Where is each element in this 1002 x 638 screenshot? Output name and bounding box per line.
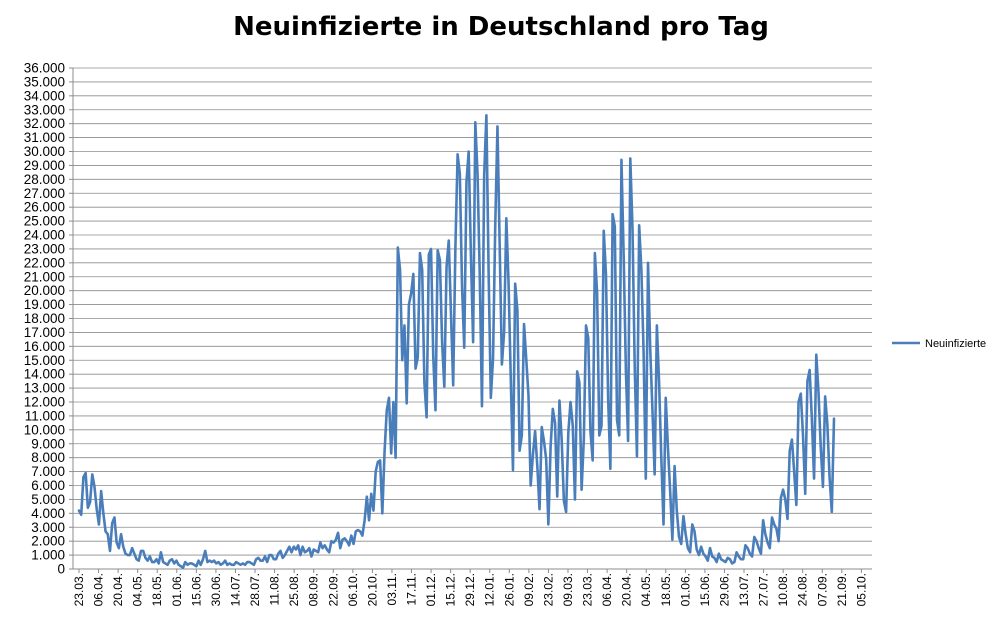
y-tick-label: 15.000	[24, 353, 65, 368]
y-tick-label: 28.000	[24, 172, 65, 187]
y-tick-label: 30.000	[24, 144, 65, 159]
x-tick-label: 18.05.	[150, 573, 164, 606]
x-tick-label: 07.09.	[815, 573, 829, 606]
y-tick-label: 10.000	[24, 422, 65, 437]
y-tick-label: 0	[57, 562, 65, 577]
x-tick-label: 09.02.	[522, 573, 536, 606]
x-tick-label: 01.06.	[170, 573, 184, 606]
x-tick-label: 18.05.	[659, 573, 673, 606]
y-tick-label: 29.000	[24, 158, 65, 173]
x-tick-label: 29.12.	[463, 573, 477, 606]
y-tick-label: 11.000	[25, 408, 65, 423]
y-tick-label: 4.000	[31, 506, 65, 521]
x-tick-label: 21.09.	[835, 573, 849, 606]
y-tick-label: 14.000	[24, 367, 65, 382]
y-tick-label: 26.000	[24, 200, 65, 215]
y-tick-label: 18.000	[24, 311, 65, 326]
x-tick-label: 12.01.	[483, 573, 497, 606]
x-tick-label: 15.06.	[189, 573, 203, 606]
x-tick-label: 20.04.	[111, 573, 125, 606]
grid-lines	[73, 67, 872, 556]
x-tick-label: 08.09.	[307, 573, 321, 606]
chart-title: Neuinfizierte in Deutschland pro Tag	[233, 12, 769, 42]
series-line-neuinfizierte	[77, 114, 836, 569]
y-tick-label: 9.000	[31, 436, 65, 451]
y-tick-label: 3.000	[31, 520, 65, 535]
y-tick-label: 6.000	[31, 478, 65, 493]
x-tick-label: 01.06.	[678, 573, 692, 606]
x-tick-label: 06.04.	[600, 573, 614, 606]
x-tick-label: 23.02.	[541, 573, 555, 606]
y-tick-label: 19.000	[24, 297, 65, 312]
x-tick-label: 05.10.	[854, 573, 868, 606]
axes	[69, 67, 872, 573]
x-tick-label: 23.03.	[581, 573, 595, 606]
x-axis-tick-labels: 23.03. 06.04. 20.04. 04.05. 18.05. 01.06. 15.0…	[72, 573, 868, 606]
y-axis-tick-labels: 01.0002.0003.0004.0005.0006.0007.0008.00…	[24, 61, 65, 577]
x-tick-label: 25.08.	[287, 573, 301, 606]
x-tick-label: 22.09.	[326, 573, 340, 606]
x-tick-label: 11.08.	[268, 573, 282, 605]
x-tick-label: 29.06.	[717, 573, 731, 606]
y-tick-label: 12.000	[24, 395, 65, 410]
x-tick-label: 03.11.	[385, 573, 399, 605]
x-tick-label: 13.07.	[737, 573, 751, 606]
y-tick-label: 31.000	[24, 130, 65, 145]
y-tick-label: 2.000	[31, 534, 65, 549]
y-tick-label: 1.000	[31, 548, 65, 563]
x-tick-label: 01.12.	[424, 573, 438, 606]
x-tick-label: 20.04.	[620, 573, 634, 606]
x-tick-label: 15.06.	[698, 573, 712, 606]
x-tick-label: 06.04.	[92, 573, 106, 606]
y-tick-label: 8.000	[31, 450, 65, 465]
y-tick-label: 20.000	[24, 283, 65, 298]
y-tick-label: 23.000	[24, 241, 65, 256]
x-tick-label: 23.03.	[72, 573, 86, 606]
x-tick-label: 10.08.	[776, 573, 790, 606]
y-tick-label: 17.000	[24, 325, 65, 340]
y-tick-label: 7.000	[31, 464, 65, 479]
x-tick-label: 30.06.	[209, 573, 223, 606]
y-tick-label: 33.000	[24, 102, 65, 117]
legend-label: Neuinfizierte	[925, 338, 986, 350]
y-tick-label: 5.000	[31, 492, 65, 507]
x-tick-label: 17.11.	[405, 573, 419, 605]
y-tick-label: 36.000	[24, 61, 65, 76]
series-layer	[77, 114, 836, 569]
x-tick-label: 09.03.	[561, 573, 575, 606]
y-tick-label: 32.000	[24, 116, 65, 131]
y-tick-label: 24.000	[24, 228, 65, 243]
legend: Neuinfizierte	[892, 338, 986, 350]
x-tick-label: 20.10.	[365, 573, 379, 606]
y-tick-label: 16.000	[24, 339, 65, 354]
x-tick-label: 15.12.	[444, 573, 458, 606]
y-tick-label: 34.000	[24, 88, 65, 103]
x-tick-label: 27.07.	[757, 573, 771, 606]
y-tick-label: 21.000	[24, 269, 65, 284]
x-tick-label: 04.05.	[131, 573, 145, 606]
y-tick-label: 27.000	[24, 186, 65, 201]
x-tick-label: 04.05.	[639, 573, 653, 606]
y-tick-label: 22.000	[24, 255, 65, 270]
y-tick-label: 25.000	[24, 214, 65, 229]
x-tick-label: 06.10.	[346, 573, 360, 606]
x-tick-label: 26.01.	[502, 573, 516, 606]
x-tick-label: 14.07.	[228, 573, 242, 606]
x-tick-label: 28.07.	[248, 573, 262, 606]
y-tick-label: 35.000	[24, 74, 65, 89]
y-tick-label: 13.000	[24, 381, 65, 396]
x-tick-label: 24.08.	[796, 573, 810, 606]
